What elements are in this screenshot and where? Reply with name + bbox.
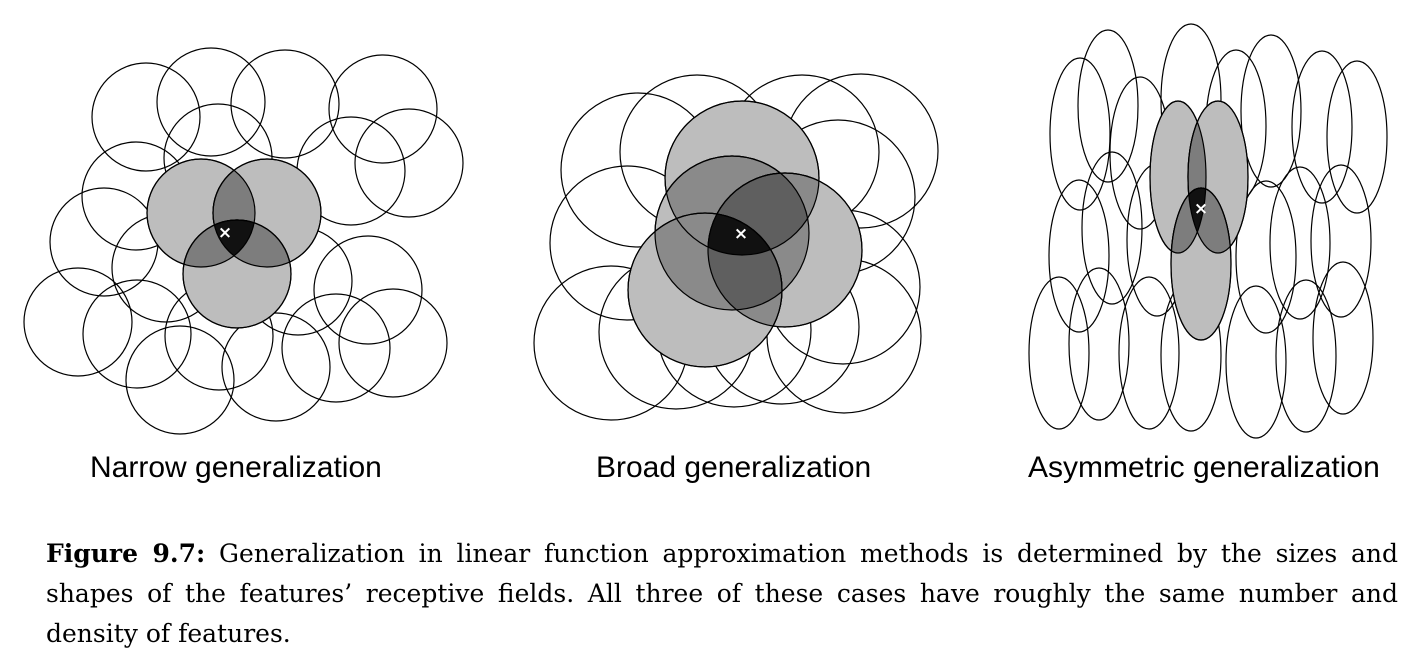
broad-active-features bbox=[627, 100, 863, 368]
asymmetric-active-features bbox=[1149, 100, 1249, 341]
figure-caption: Figure 9.7: Generalization in linear fun… bbox=[46, 534, 1398, 654]
asymmetric-query-marker: × bbox=[1194, 199, 1208, 219]
caption-text: Generalization in linear function approx… bbox=[46, 539, 1399, 648]
asymmetric-panel-label: Asymmetric generalization bbox=[1028, 451, 1380, 484]
narrow-query-marker: × bbox=[218, 223, 232, 243]
asymmetric-background-ellipses bbox=[1028, 23, 1388, 439]
asymmetric-panel bbox=[1028, 23, 1388, 439]
broad-panel bbox=[533, 73, 939, 421]
caption-label: Figure 9.7: bbox=[46, 539, 206, 568]
narrow-panel-label: Narrow generalization bbox=[90, 451, 382, 484]
receptive-fields-diagram: × bbox=[23, 23, 1388, 439]
narrow-panel bbox=[23, 47, 464, 435]
broad-panel-label: Broad generalization bbox=[596, 451, 872, 484]
figure: × bbox=[23, 23, 1388, 484]
narrow-active-features bbox=[146, 158, 322, 329]
broad-query-marker: × bbox=[734, 224, 748, 244]
